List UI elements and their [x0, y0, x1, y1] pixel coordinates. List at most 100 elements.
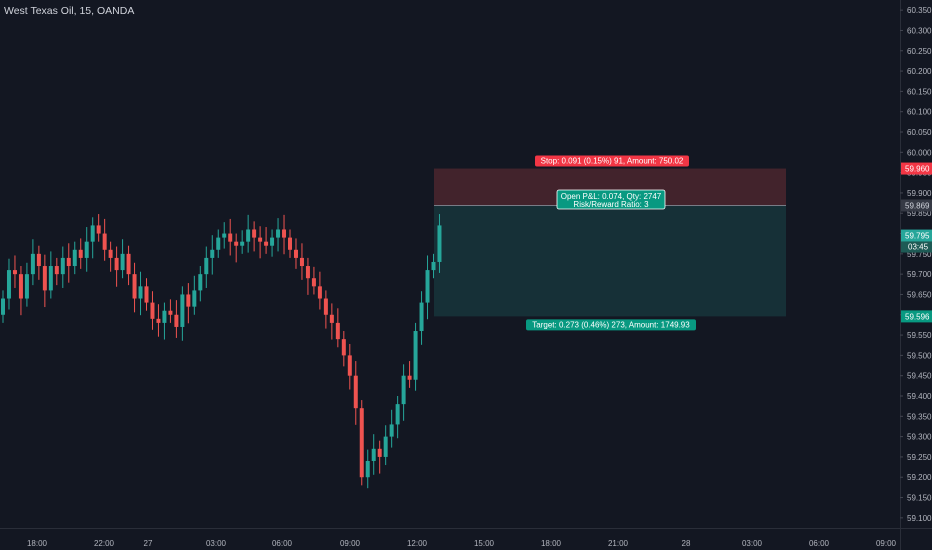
price-tick-label: 60.350: [907, 6, 932, 15]
candle-body: [389, 424, 394, 437]
price-tick-label: 59.750: [907, 250, 932, 259]
price-tick-label: 60.050: [907, 128, 932, 137]
last-price-badge: 59.795: [905, 232, 930, 241]
candle-body: [1, 298, 5, 315]
price-tick-label: 59.400: [907, 392, 932, 401]
candle-body: [317, 286, 322, 299]
candle-body: [108, 249, 113, 258]
candle-body: [431, 261, 436, 271]
candle-body: [371, 448, 376, 461]
candle-body: [401, 375, 406, 405]
candle-body: [216, 237, 221, 250]
stop-label-bg: [535, 155, 689, 167]
candle-body: [252, 229, 257, 238]
candle-body: [24, 274, 29, 299]
candle-body: [353, 375, 358, 409]
candle-body: [12, 270, 17, 275]
candle-body: [78, 249, 83, 258]
candle-body: [72, 249, 77, 267]
last-price-badge-bg: [901, 229, 932, 242]
candle-body: [84, 241, 89, 258]
candles-group: [1, 214, 442, 489]
candle-body: [335, 322, 340, 340]
candle-body: [407, 375, 412, 380]
candle-body: [425, 270, 430, 303]
stop-label: Stop: 0.091 (0.15%) 91, Amount: 750.02: [541, 157, 684, 166]
candle-body: [102, 233, 107, 250]
candle-body: [437, 225, 442, 262]
price-tick-label: 59.150: [907, 494, 932, 503]
candle-body: [36, 253, 41, 267]
candle-body: [222, 233, 227, 238]
candle-body: [395, 404, 400, 425]
candle-body: [383, 436, 388, 457]
time-axis-label: 22:00: [94, 539, 115, 548]
stop-price-badge: 59.960: [905, 165, 930, 174]
price-tick-label: 60.000: [907, 148, 932, 157]
candle-body: [114, 257, 119, 271]
target-zone: [434, 205, 786, 317]
price-tick-label: 59.250: [907, 453, 932, 462]
candle-body: [168, 310, 173, 315]
price-tick-label: 59.450: [907, 372, 932, 381]
price-tick-label: 59.900: [907, 189, 932, 198]
candle-body: [96, 225, 101, 234]
pnl-label: Open P&L: 0.074, Qty: 2747: [561, 192, 662, 201]
candle-body: [66, 257, 71, 267]
price-tick-label: 60.200: [907, 67, 932, 76]
candle-body: [120, 253, 125, 271]
price-tick-label: 60.250: [907, 47, 932, 56]
candle-body: [329, 314, 334, 323]
candle-body: [258, 237, 263, 242]
time-axis-label: 21:00: [608, 539, 629, 548]
candle-body: [180, 294, 185, 327]
candle-body: [144, 286, 149, 303]
target-label: Target: 0.273 (0.46%) 273, Amount: 1749.…: [532, 320, 690, 329]
price-tick-label: 60.300: [907, 26, 932, 35]
price-tick-label: 59.500: [907, 351, 932, 360]
price-tick-label: 60.150: [907, 87, 932, 96]
candle-body: [347, 355, 352, 376]
candle-body: [174, 314, 179, 327]
candle-body: [359, 408, 364, 478]
price-tick-label: 59.700: [907, 270, 932, 279]
price-tick-label: 59.850: [907, 209, 932, 218]
candle-body: [293, 249, 298, 258]
time-axis-label: 15:00: [474, 539, 495, 548]
time-axis-label: 06:00: [809, 539, 830, 548]
target-price-badge: 59.596: [905, 312, 930, 321]
candle-body: [240, 241, 245, 246]
candle-body: [377, 448, 382, 457]
time-axis-label: 12:00: [407, 539, 428, 548]
candle-body: [311, 278, 316, 287]
candle-body: [162, 310, 167, 323]
target-label-bg: [526, 319, 696, 331]
price-tick-label: 59.100: [907, 514, 932, 523]
time-axis-label: 18:00: [541, 539, 562, 548]
time-axis-label: 06:00: [272, 539, 293, 548]
candle-body: [150, 302, 155, 319]
candle-body: [228, 233, 233, 242]
candle-body: [6, 270, 11, 299]
price-tick-label: 59.300: [907, 433, 932, 442]
candle-body: [192, 290, 197, 307]
candle-body: [60, 257, 65, 275]
candle-body: [341, 339, 346, 356]
candle-body: [126, 253, 131, 275]
candle-body: [186, 294, 191, 307]
candle-body: [270, 237, 275, 246]
stop-price-badge-bg: [901, 162, 932, 175]
countdown-badge: 03:45: [908, 243, 929, 252]
time-axis-label: 27: [144, 539, 153, 548]
candle-body: [30, 253, 35, 275]
candle-body: [132, 274, 137, 299]
candle-body: [413, 331, 418, 380]
candle-body: [234, 241, 239, 246]
candle-body: [419, 302, 424, 332]
pnl-box: [556, 189, 666, 210]
candle-body: [282, 229, 287, 238]
candle-body: [90, 225, 95, 242]
candle-body: [323, 298, 328, 315]
